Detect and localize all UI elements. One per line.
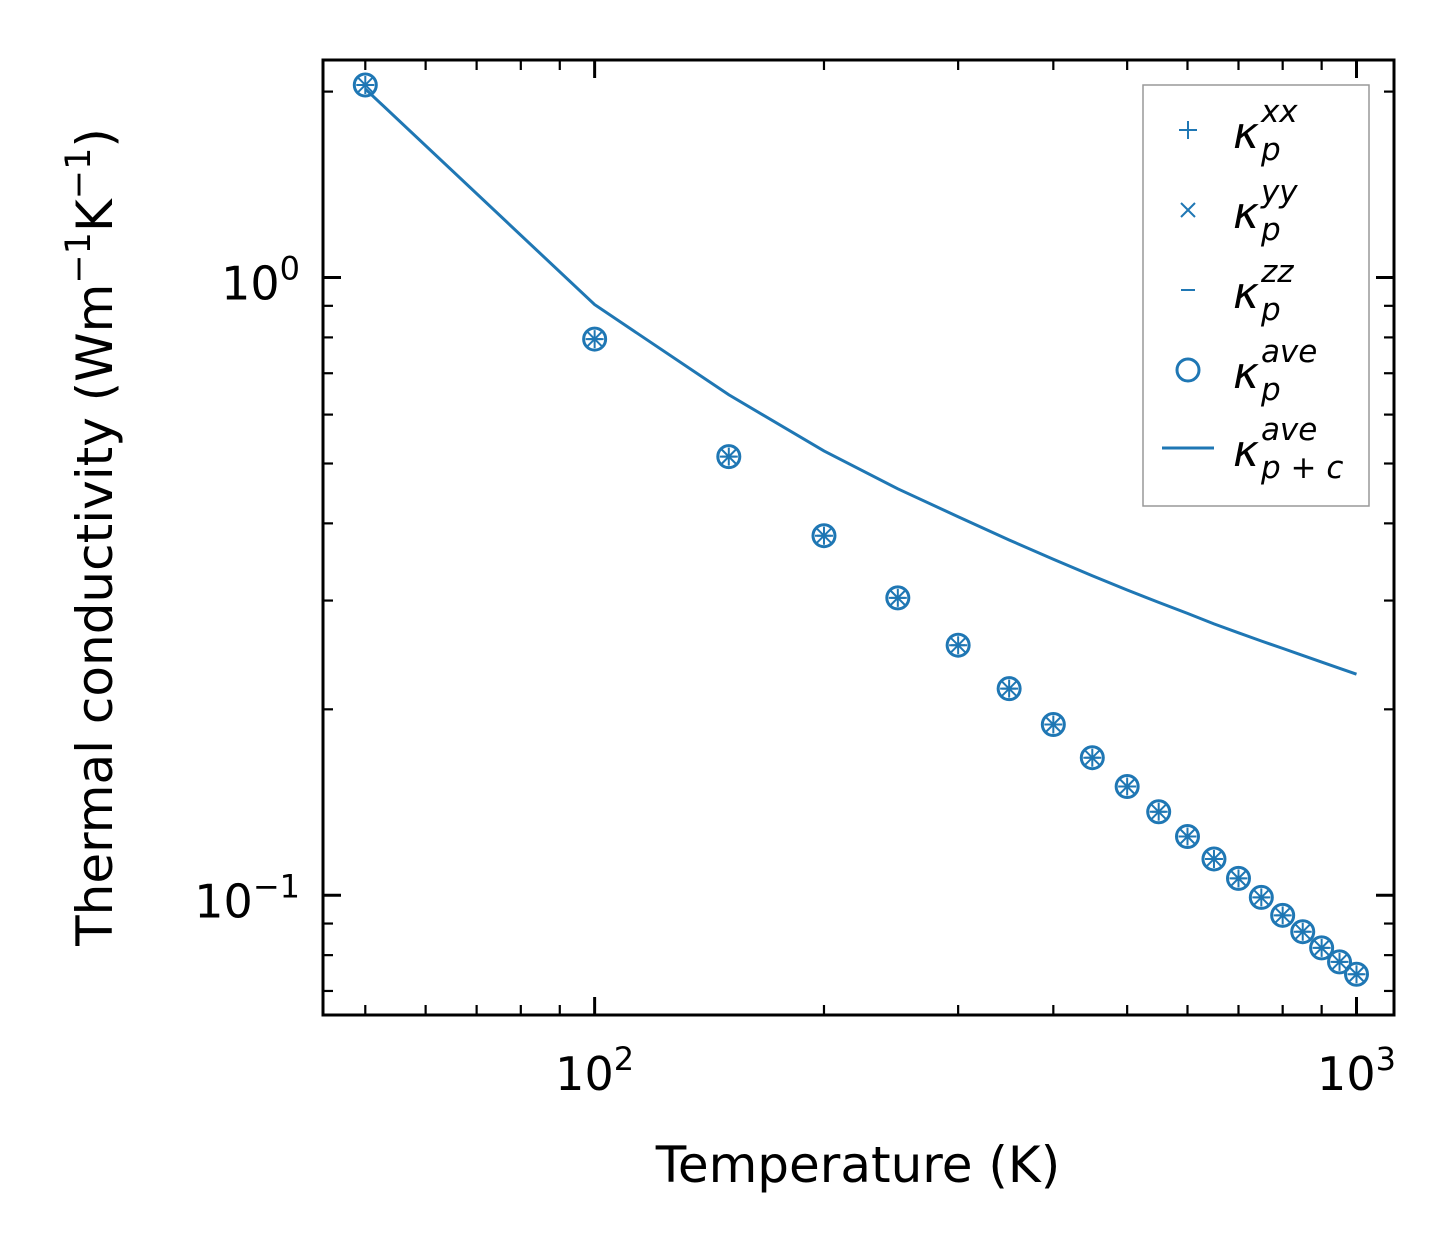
- y-axis-label-exp2: −1: [59, 148, 99, 200]
- y-tick-label-base: 10: [221, 257, 280, 311]
- y-axis-label-end: ): [66, 128, 124, 148]
- legend-sub: p: [1260, 292, 1281, 328]
- y-tick-label-1: 100: [221, 250, 300, 311]
- point-kappa_p_ave: [1270, 902, 1296, 928]
- point-kappa_p_ave: [885, 585, 911, 611]
- legend-sup: ave: [1261, 412, 1317, 448]
- legend-sub: p: [1260, 372, 1281, 408]
- plot-frame: [321, 58, 1396, 1017]
- point-kappa_p_ave: [716, 444, 742, 470]
- y-axis-label-mid: K: [66, 198, 124, 232]
- series-layer: [352, 72, 1370, 987]
- y-tick-label-base: 10: [194, 874, 253, 928]
- y-tick-label-0.1: 10−1: [194, 867, 300, 928]
- legend-symbol: κ: [1233, 348, 1259, 399]
- series-kappa_pc_ave: [364, 87, 1357, 676]
- legend-label-kappa-p-ave: κave p: [1233, 334, 1317, 408]
- major-ticks: [323, 60, 1394, 1015]
- point-kappa_p_ave: [1327, 949, 1353, 975]
- legend-symbol: κ: [1233, 188, 1259, 239]
- legend-frame: [1142, 84, 1370, 507]
- point-kappa_p_ave: [1290, 919, 1316, 945]
- legend-label-kappa-p-xx: κxx p: [1233, 94, 1298, 168]
- legend-sup: zz: [1260, 254, 1294, 290]
- line-kappa_pc_ave: [364, 87, 1357, 676]
- series-kappa_p_ave: [352, 72, 1370, 987]
- y-axis-label: Thermal conductivity (Wm−1K−1): [59, 128, 124, 947]
- legend: κxx p κyy p κzz p κave p κave p + c: [1142, 84, 1370, 507]
- legend-sub: p + c: [1260, 450, 1343, 486]
- point-kappa_p_ave: [1079, 745, 1105, 771]
- legend-markers: [1162, 121, 1214, 450]
- point-kappa_p_ave: [1309, 935, 1335, 961]
- legend-marker-kappa_p_ave: [1175, 357, 1201, 383]
- point-kappa_p_ave: [1114, 773, 1140, 799]
- legend-sup: xx: [1260, 94, 1298, 130]
- point-kappa_p_ave: [582, 326, 608, 352]
- legend-symbol: κ: [1233, 268, 1259, 319]
- x-tick-label-base: 10: [1317, 1047, 1376, 1101]
- point-kappa_p_ave: [1344, 961, 1370, 987]
- legend-sup: yy: [1260, 174, 1298, 210]
- legend-label-kappa-p-yy: κyy p: [1233, 174, 1298, 248]
- y-tick-label-exp: −1: [253, 867, 300, 905]
- legend-symbol: κ: [1233, 426, 1259, 477]
- legend-sub: p: [1260, 132, 1281, 168]
- point-kappa_p_ave: [352, 72, 378, 98]
- point-kappa_p_ave: [1201, 846, 1227, 872]
- y-tick-label-exp: 0: [280, 250, 300, 288]
- point-kappa_p_ave: [1174, 823, 1200, 849]
- x-tick-label-base: 10: [555, 1047, 614, 1101]
- legend-marker-kappa_p_xx: [1179, 121, 1197, 139]
- legend-label-kappa-pc-ave: κave p + c: [1233, 412, 1343, 486]
- legend-label-kappa-p-zz: κzz p: [1233, 254, 1294, 328]
- legend-symbol: κ: [1233, 108, 1259, 159]
- y-axis-label-exp1: −1: [59, 232, 99, 284]
- point-kappa_p_ave: [945, 632, 971, 658]
- y-axis-label-base: Thermal conductivity (Wm: [66, 284, 124, 947]
- point-kappa_p_ave: [996, 676, 1022, 702]
- legend-marker-kappa_p_yy: [1180, 202, 1196, 218]
- minor-ticks: [323, 60, 1394, 1015]
- point-kappa_p_ave: [1248, 884, 1274, 910]
- point-kappa_p_ave: [1225, 865, 1251, 891]
- point-kappa_p_ave: [811, 523, 837, 549]
- legend-sup: ave: [1261, 334, 1317, 370]
- x-axis-label: Temperature (K): [655, 1136, 1060, 1194]
- x-tick-label-exp: 3: [1376, 1040, 1396, 1078]
- x-tick-label-exp: 2: [614, 1040, 634, 1078]
- legend-sub: p: [1260, 212, 1281, 248]
- point-kappa_p_ave: [1040, 711, 1066, 737]
- x-tick-label-100: 102: [555, 1040, 634, 1101]
- x-tick-label-1000: 103: [1317, 1040, 1396, 1101]
- point-kappa_p_ave: [1146, 799, 1172, 825]
- series-kappa_p_zz: [358, 83, 1364, 976]
